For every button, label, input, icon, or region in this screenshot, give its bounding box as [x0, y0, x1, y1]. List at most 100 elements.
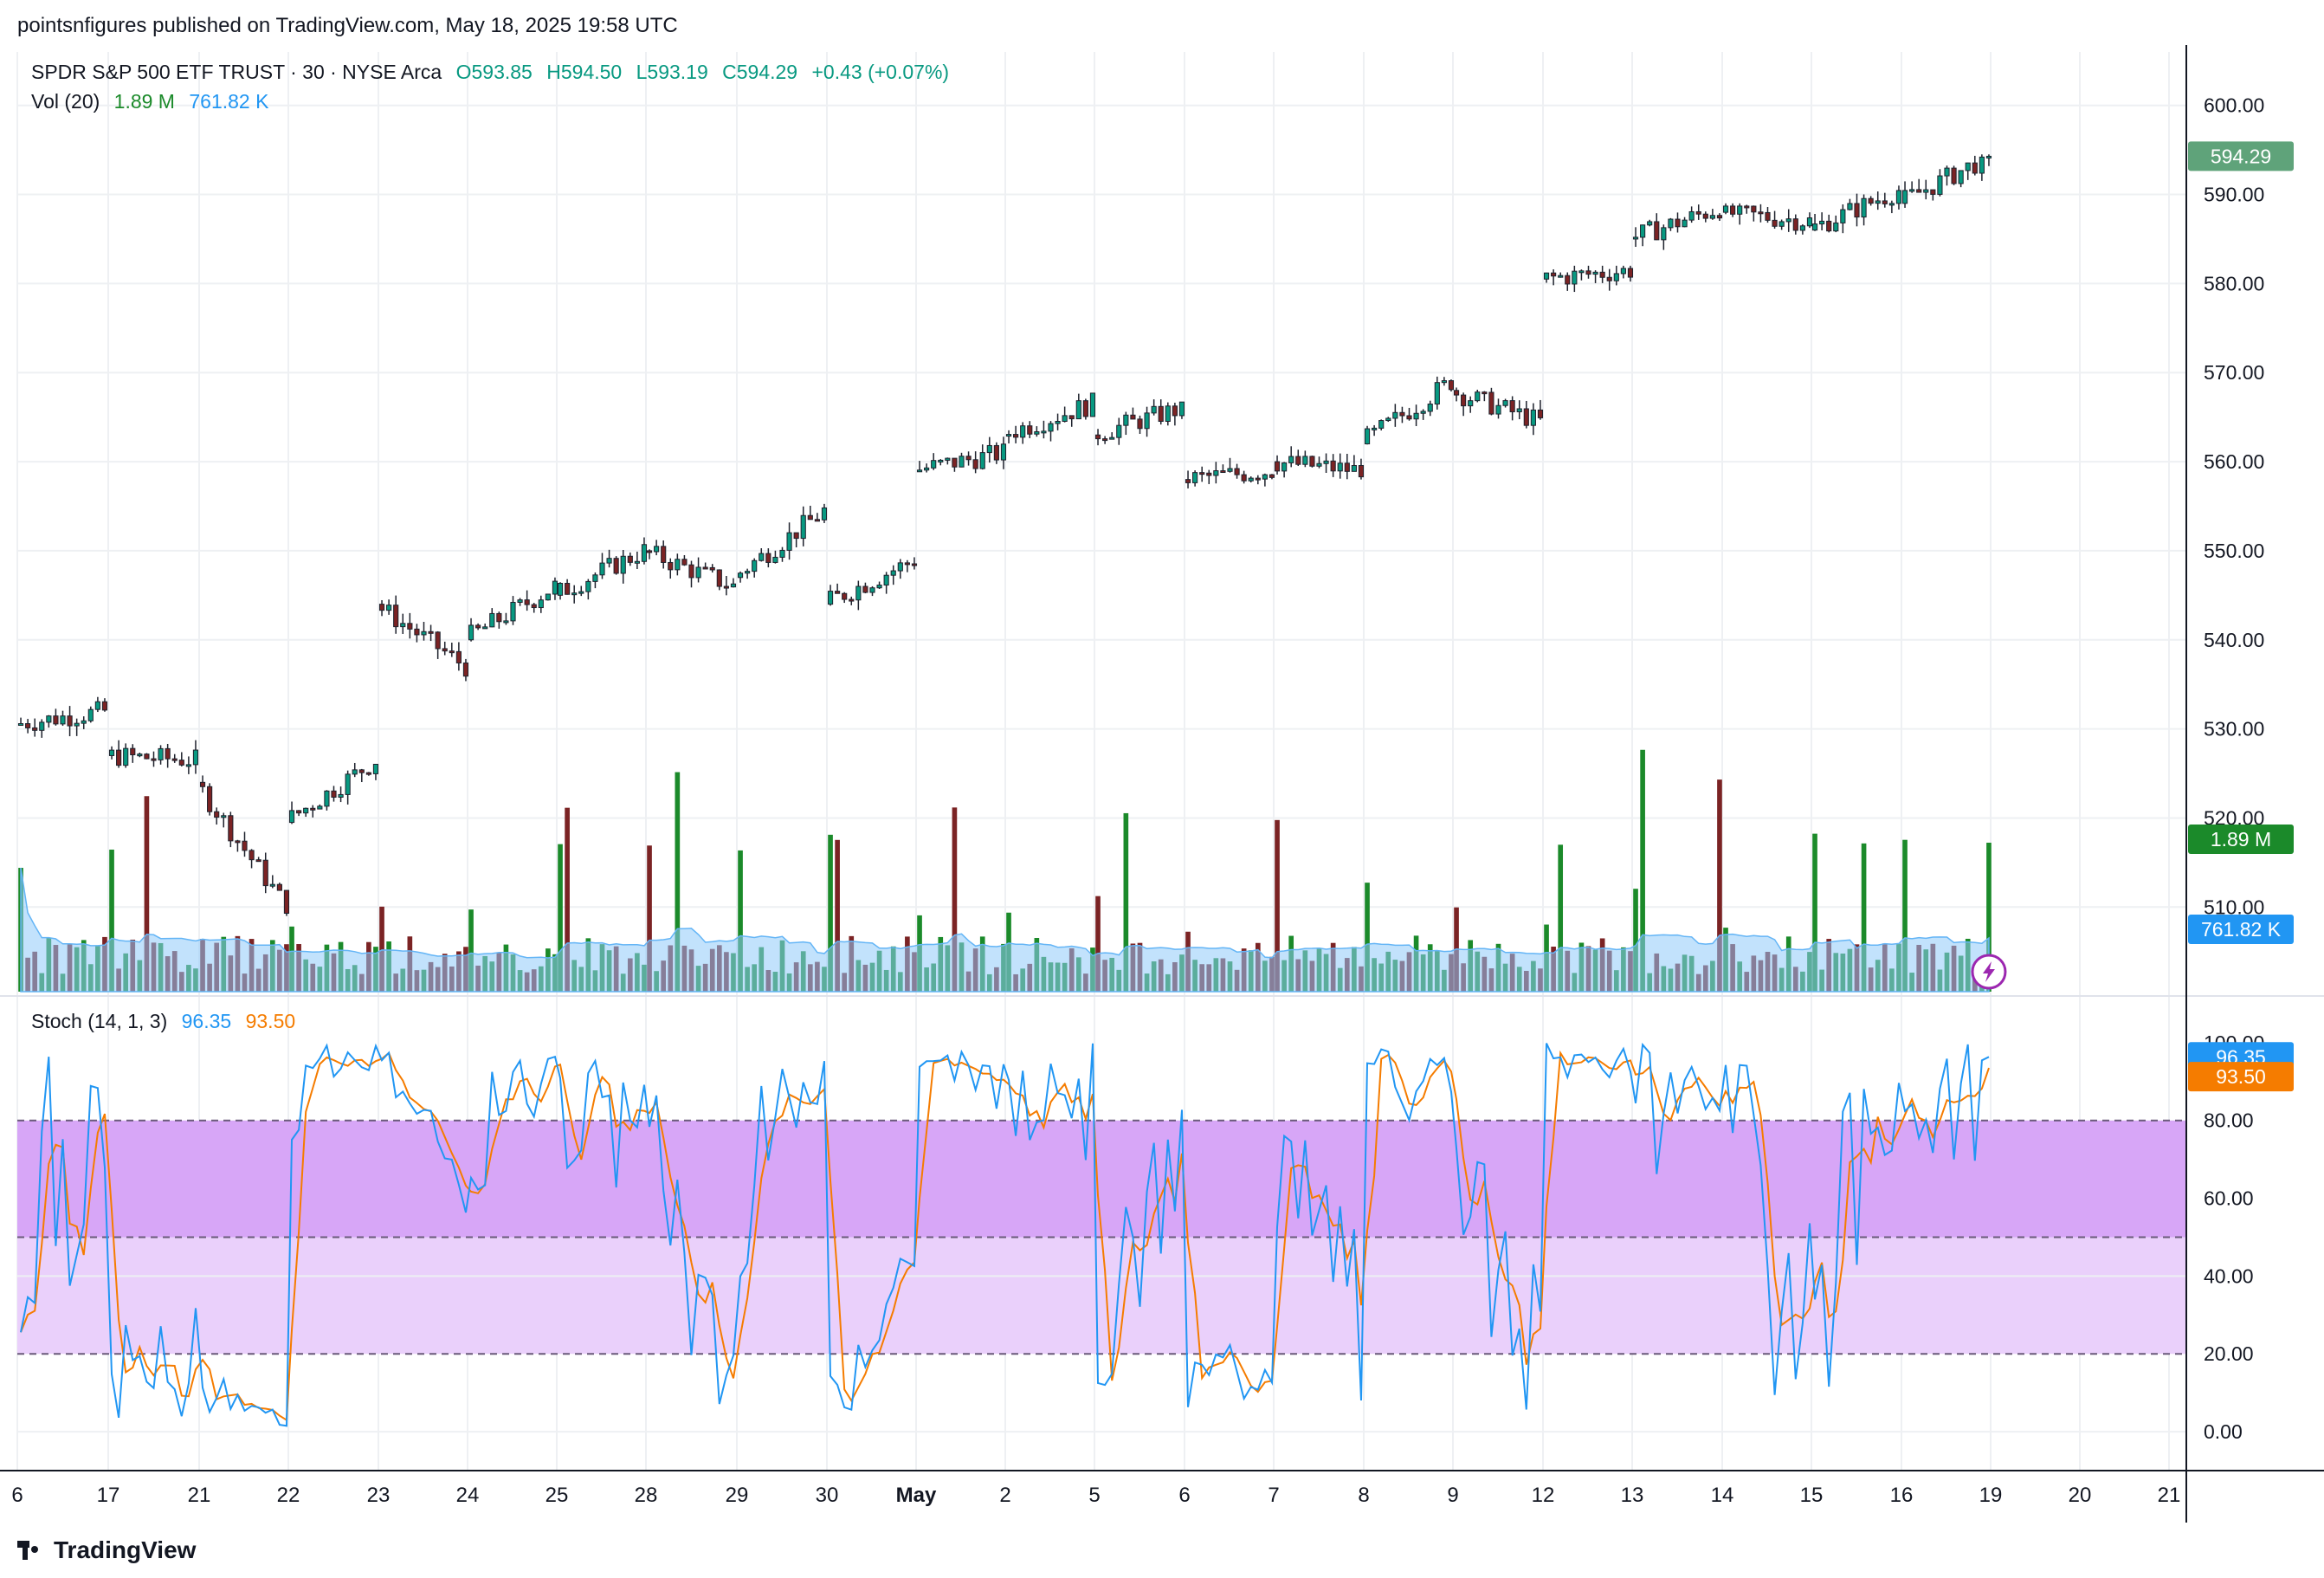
- candle-body: [489, 612, 495, 628]
- candle-body: [1255, 477, 1261, 481]
- time-tick-label: 15: [1800, 1484, 1824, 1507]
- price-tick-label: 590.00: [2204, 184, 2264, 206]
- volume-bar: [952, 807, 958, 992]
- volume-bar: [1633, 889, 1638, 992]
- volume-value: 1.89 M: [113, 90, 175, 113]
- candle-body: [1274, 461, 1281, 472]
- price-tick-label: 510.00: [2204, 896, 2264, 918]
- candle-body: [1213, 470, 1219, 476]
- candle-body: [1779, 221, 1785, 227]
- candle-body: [606, 558, 612, 564]
- candle-body: [1833, 222, 1839, 232]
- candle-body: [283, 889, 290, 914]
- candle-body: [1453, 390, 1460, 396]
- volume-ma-area: [20, 867, 1990, 993]
- candle-body: [1495, 404, 1501, 415]
- candle-body: [94, 701, 100, 710]
- time-tick-label: 24: [456, 1484, 480, 1507]
- candle-body: [1861, 197, 1867, 218]
- price-tick-label: 560.00: [2204, 450, 2264, 473]
- candle-body: [1882, 200, 1888, 204]
- candle-body: [455, 650, 462, 663]
- candle-body: [1055, 420, 1061, 424]
- stoch-legend: Stoch (14, 1, 3) 96.35 93.50: [31, 1010, 304, 1033]
- candle-body: [1364, 428, 1371, 445]
- candle-body: [262, 859, 268, 887]
- candle-body: [1316, 462, 1322, 467]
- candle-body: [993, 444, 999, 461]
- candle-body: [1702, 213, 1708, 219]
- candle-body: [1048, 423, 1054, 432]
- candle-body: [1420, 411, 1426, 414]
- candle-body: [585, 580, 591, 592]
- time-tick-label: 28: [635, 1484, 658, 1507]
- volume-bar: [144, 796, 150, 992]
- candle-body: [496, 612, 502, 623]
- volume-bar: [675, 772, 681, 992]
- candle-body: [931, 460, 937, 469]
- candle-body: [269, 883, 275, 887]
- volume-ma-badge: [2188, 915, 2294, 944]
- symbol-name: SPDR S&P 500 ETF TRUST · 30 · NYSE Arca: [31, 61, 442, 83]
- candle-body: [772, 556, 778, 563]
- candle-body: [1123, 414, 1129, 426]
- candle-body: [986, 444, 992, 454]
- candle-body: [1269, 474, 1275, 478]
- candle-body: [276, 883, 282, 891]
- candle-body: [1351, 464, 1357, 472]
- candle-body: [1089, 392, 1096, 417]
- candle-body: [1358, 464, 1365, 478]
- volume-bar: [1717, 779, 1722, 992]
- candle-body: [421, 631, 427, 636]
- candle-body: [1979, 156, 1985, 174]
- candle-body: [1262, 474, 1268, 480]
- candle-body: [1482, 391, 1488, 395]
- candle-body: [890, 570, 896, 576]
- candle-body: [1916, 189, 1922, 193]
- candle-body: [345, 773, 351, 795]
- volume-bar: [1902, 839, 1908, 992]
- stoch-band-lower: [17, 1237, 2186, 1355]
- tradingview-brand[interactable]: TradingView: [17, 1536, 196, 1564]
- stoch-d-value: 93.50: [245, 1010, 296, 1032]
- candle-body: [800, 514, 806, 540]
- candle-body: [1923, 189, 1929, 193]
- candle-body: [151, 758, 157, 761]
- candle-body: [959, 456, 965, 468]
- volume-bar: [1861, 843, 1867, 992]
- candle-body: [1413, 412, 1419, 420]
- stoch-tick-label: 80.00: [2204, 1109, 2254, 1132]
- volume-bar: [379, 906, 384, 992]
- candle-body: [1806, 217, 1813, 227]
- axes: 600.00590.00580.00570.00560.00550.00540.…: [0, 45, 2324, 1523]
- volume-bar: [1365, 883, 1370, 992]
- candle-body: [207, 786, 213, 812]
- candle-body: [876, 585, 882, 589]
- candle-body: [1172, 405, 1178, 417]
- candle-body: [1434, 382, 1440, 405]
- candle-body: [1868, 197, 1874, 204]
- candle-body: [1695, 210, 1701, 215]
- candle-body: [1330, 460, 1336, 472]
- candle-body: [924, 467, 930, 471]
- stoch-tick-label: 20.00: [2204, 1342, 2254, 1365]
- candle-body: [310, 807, 316, 811]
- volume-bar: [1812, 833, 1817, 992]
- candle-body: [545, 593, 551, 601]
- candle-body: [378, 604, 385, 611]
- lightning-icon[interactable]: [1971, 954, 2007, 990]
- candle-body: [1475, 391, 1481, 402]
- candle-body: [1627, 268, 1634, 278]
- candle-body: [1234, 468, 1240, 475]
- candle-body: [1668, 218, 1674, 229]
- candle-body: [1854, 203, 1860, 218]
- candle-body: [1565, 275, 1571, 285]
- candle-body: [365, 772, 371, 775]
- candle-body: [1288, 456, 1294, 463]
- candle-body: [53, 715, 59, 725]
- candle-body: [1461, 394, 1467, 407]
- candle-body: [1716, 215, 1723, 219]
- candle-body: [1082, 400, 1088, 417]
- candle-body: [1241, 474, 1247, 482]
